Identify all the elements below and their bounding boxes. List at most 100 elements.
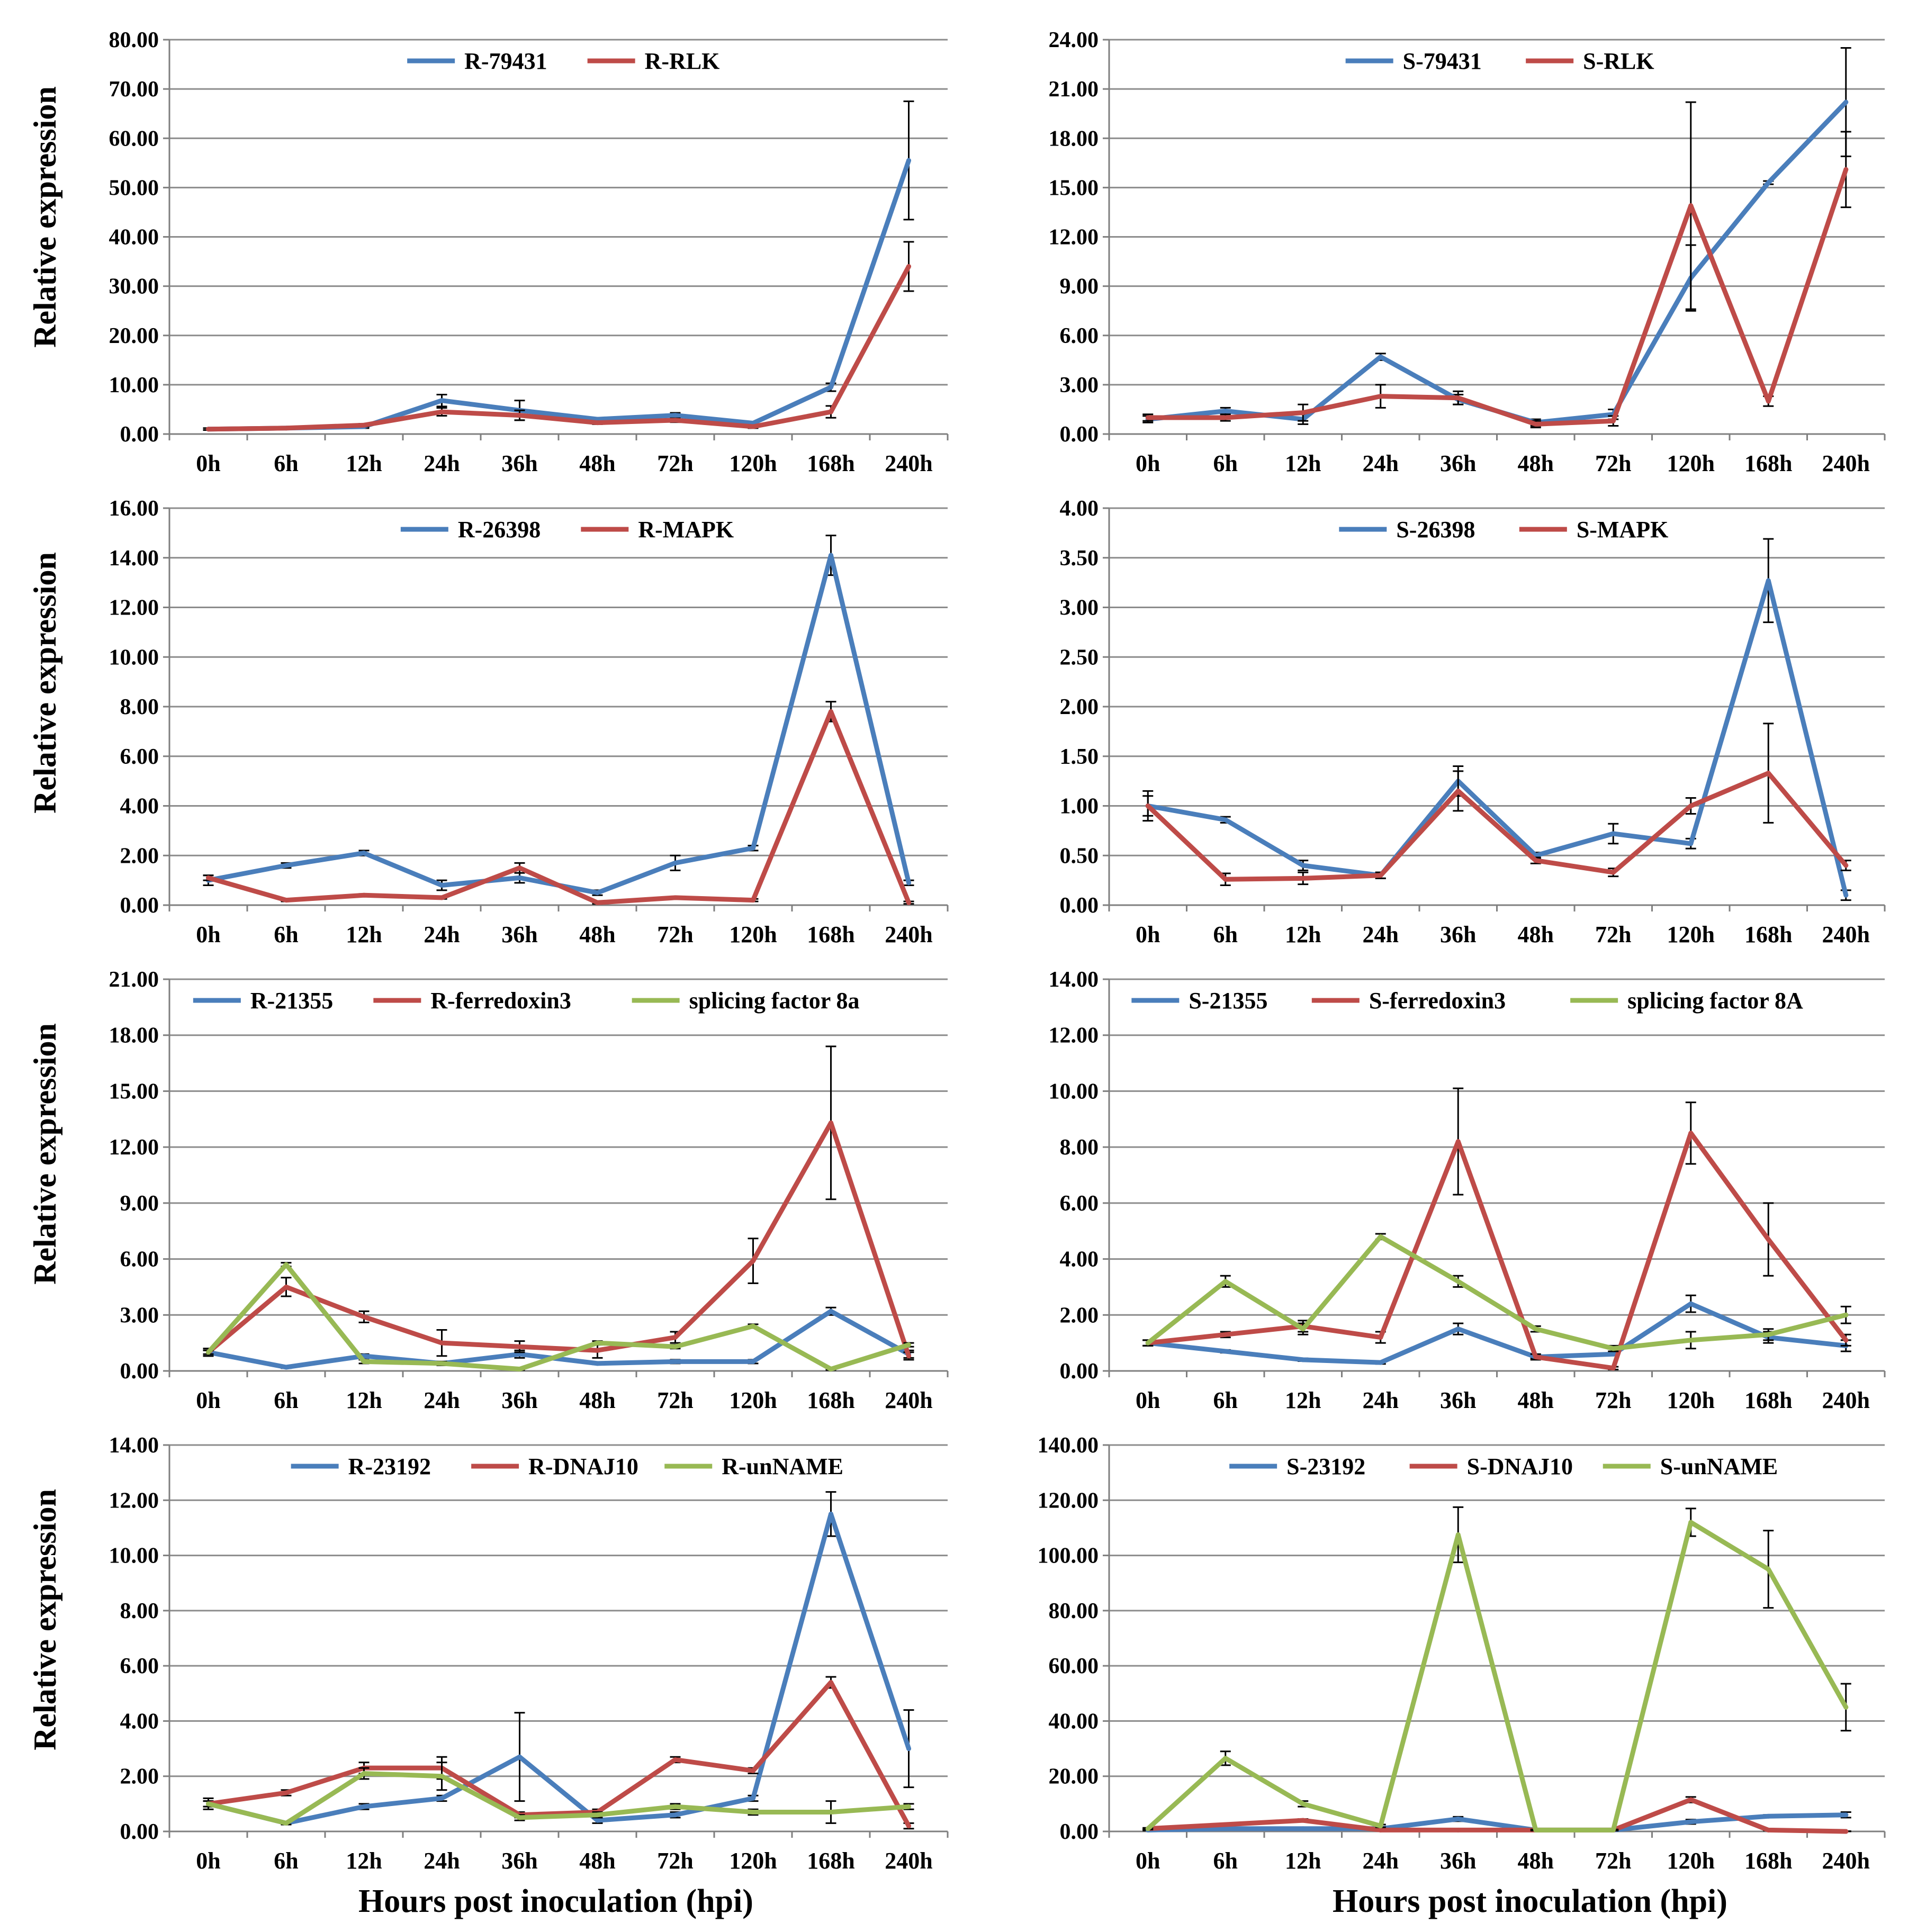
data-point-r-26398 (673, 860, 678, 865)
data-point-r-rlk (206, 427, 211, 432)
legend-item-s-79431: S-79431 (1345, 48, 1482, 74)
x-tick-label: 36h (501, 1848, 537, 1874)
legend-item-s-21355: S-21355 (1131, 988, 1267, 1014)
y-tick-label: 4.00 (120, 1709, 159, 1734)
data-point-r-ferredoxin3 (284, 1284, 289, 1289)
data-point-splicing-factor-8a (1610, 1346, 1616, 1351)
data-point-r-ferredoxin3 (595, 1348, 600, 1353)
x-tick-label: 72h (657, 1848, 693, 1874)
data-point-s-ferredoxin3 (1843, 1338, 1849, 1343)
data-point-s-unname (1378, 1823, 1383, 1829)
x-tick-label: 24h (1363, 922, 1399, 947)
data-point-r-unname (751, 1810, 755, 1814)
series-line-r-dnaj10 (206, 1680, 911, 1829)
legend-item-s-26398: S-26398 (1339, 517, 1475, 543)
data-point-r-unname (284, 1820, 289, 1826)
x-tick-label: 72h (1595, 922, 1631, 947)
data-point-s-dnaj10 (1300, 1818, 1306, 1823)
x-tick-label: 6h (274, 922, 298, 947)
data-point-s-unname (1145, 1826, 1150, 1831)
y-tick-label: 6.00 (120, 1248, 159, 1272)
data-point-r-26398 (751, 845, 755, 851)
data-point-r-mapk (673, 895, 678, 900)
y-tick-label: 6.00 (1060, 1191, 1099, 1216)
data-point-s-unname (1533, 1827, 1538, 1832)
data-point-r-21355 (673, 1359, 678, 1364)
data-point-splicing-factor-8a (751, 1323, 755, 1329)
data-point-splicing-factor-8a (1843, 1312, 1849, 1317)
y-tick-label: 10.00 (109, 373, 159, 398)
x-tick-label: 120h (1667, 1848, 1715, 1874)
y-tick-label: 0.00 (120, 893, 159, 918)
y-tick-label: 30.00 (109, 275, 159, 299)
legend-label: S-DNAJ10 (1467, 1453, 1573, 1479)
series-line-r-21355 (206, 1308, 911, 1370)
x-tick-label: 0h (196, 1848, 220, 1874)
chart-panel-s-26398-mapk: 0.00 0.50 1.00 1.50 2.00 2.50 3.00 3.50 4.00 0h 6h… (1060, 496, 1886, 947)
data-point-r-ferredoxin3 (829, 1120, 833, 1125)
series-line-r-23192 (206, 1511, 911, 1826)
y-tick-label: 12.00 (109, 596, 159, 620)
data-point-splicing-factor-8a (1378, 1234, 1383, 1239)
data-point-s-unname (1610, 1827, 1616, 1832)
x-tick-label: 240h (1822, 450, 1870, 476)
data-point-s-rlk (1455, 395, 1461, 401)
x-tick-label: 12h (346, 1848, 382, 1874)
legend-item-s-23192: S-23192 (1229, 1453, 1365, 1479)
x-tick-label: 0h (196, 922, 220, 947)
data-point-r-21355 (829, 1308, 833, 1314)
data-point-s-26398 (1300, 863, 1306, 868)
x-tick-label: 0h (196, 450, 220, 476)
y-tick-label: 8.00 (1060, 1135, 1099, 1160)
series-line-r-rlk (206, 264, 911, 432)
x-tick-label: 36h (1440, 922, 1476, 947)
legend: S-79431 S-RLK (1345, 48, 1654, 74)
data-point-s-mapk (1766, 771, 1771, 776)
data-point-r-23192 (595, 1818, 600, 1823)
data-point-r-23192 (362, 1804, 366, 1809)
chart-panel-r-79431-rlk: 0.00 10.00 20.00 30.00 40.00 50.00 60.00 70.00 8… (109, 28, 949, 476)
y-tick-label: 12.00 (109, 1488, 159, 1513)
y-tick-label: 2.50 (1060, 645, 1099, 670)
x-tick-label: 168h (807, 450, 854, 476)
chart-panel-s-21355-ferredoxin3: 0.00 2.00 4.00 6.00 8.00 10.00 12.00 14.00 0h 6h 1… (1049, 968, 1886, 1413)
data-point-r-rlk (751, 424, 755, 429)
series-line-s-mapk (1145, 771, 1849, 882)
legend-label: R-21355 (250, 988, 333, 1014)
y-tick-label: 15.00 (109, 1079, 159, 1104)
legend-label: R-unNAME (722, 1453, 843, 1479)
y-tick-label: 14.00 (1049, 968, 1099, 992)
data-point-s-21355 (1300, 1357, 1306, 1362)
data-point-splicing-factor-8a (439, 1361, 444, 1366)
x-tick-label: 168h (807, 1387, 854, 1413)
data-point-r-26398 (517, 875, 522, 880)
legend-item-r-unname: R-unNAME (664, 1453, 843, 1479)
y-tick-label: 10.00 (109, 1544, 159, 1568)
data-point-splicing-factor-8a (362, 1359, 366, 1364)
legend-item-r-dnaj10: R-DNAJ10 (471, 1453, 638, 1479)
x-tick-label: 168h (1744, 1387, 1792, 1413)
legend-item-s-rlk: S-RLK (1526, 48, 1654, 74)
x-tick-label: 168h (807, 922, 854, 947)
data-point-r-26398 (439, 883, 444, 888)
data-point-r-ferredoxin3 (517, 1344, 522, 1349)
legend-label: R-26398 (458, 517, 541, 543)
legend-label: R-RLK (645, 48, 720, 74)
data-point-r-ferredoxin3 (673, 1335, 678, 1340)
data-point-s-79431 (1378, 354, 1383, 359)
data-point-r-unname (362, 1771, 366, 1776)
x-tick-label: 240h (885, 450, 932, 476)
x-tick-label: 168h (1744, 1848, 1792, 1874)
legend-item-splicing-factor-8a: splicing factor 8A (1570, 988, 1803, 1014)
y-tick-label: 100.00 (1038, 1544, 1099, 1568)
y-tick-label: 4.00 (1060, 496, 1099, 521)
x-tick-label: 6h (1213, 1387, 1238, 1413)
x-tick-label: 12h (346, 922, 382, 947)
y-tick-label: 24.00 (1049, 28, 1099, 52)
x-tick-label: 6h (274, 450, 298, 476)
data-point-splicing-factor-8a (1688, 1338, 1694, 1343)
chart-panel-r-21355-ferredoxin3: 0.00 3.00 6.00 9.00 12.00 15.00 18.00 21.00 0h 6h… (109, 968, 949, 1413)
x-tick-label: 6h (1213, 1848, 1238, 1874)
data-point-splicing-factor-8a (829, 1366, 833, 1371)
x-tick-label: 120h (729, 922, 777, 947)
